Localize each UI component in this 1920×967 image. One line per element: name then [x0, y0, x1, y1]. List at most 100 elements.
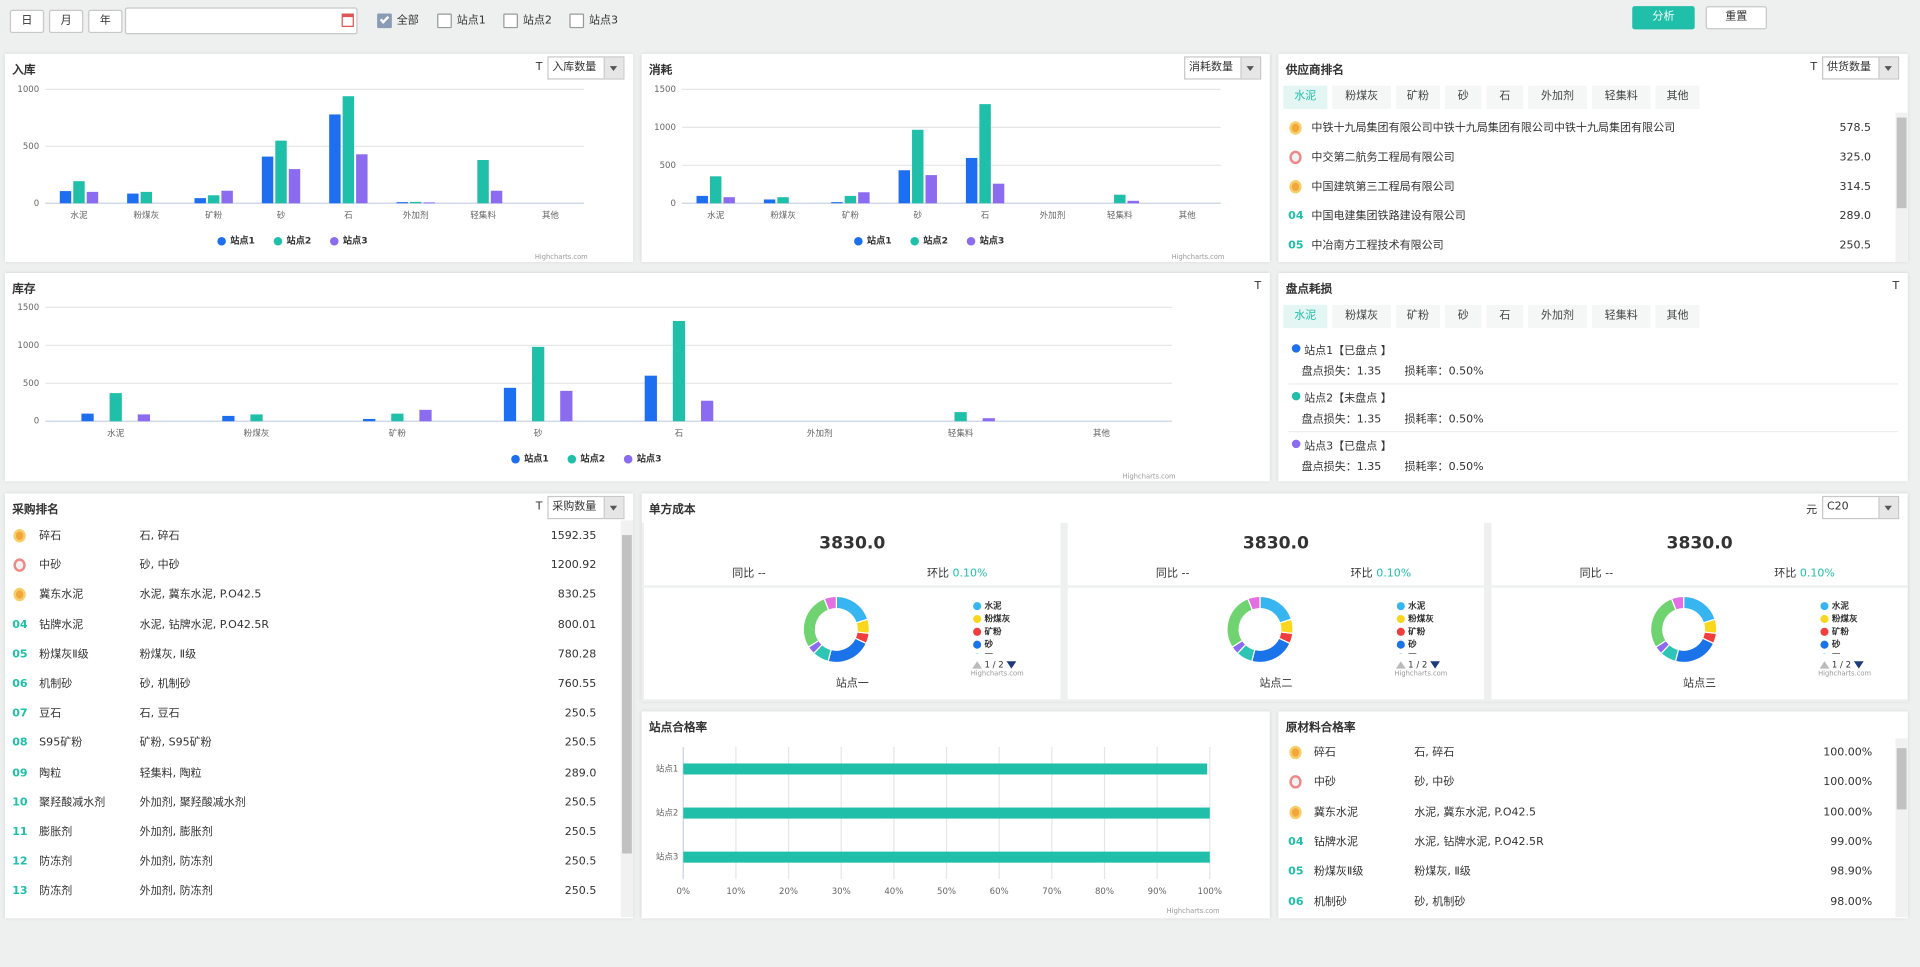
y-tick-label: 500: [23, 379, 39, 389]
row-spec: 外加剂, 防冻剂: [139, 856, 213, 869]
bar: [423, 202, 435, 204]
material-tab[interactable]: 轻集料: [1591, 304, 1651, 329]
legend-marker: [1397, 679, 1405, 687]
rank-number: 04: [1288, 210, 1304, 223]
material-tab[interactable]: 石: [1486, 304, 1524, 329]
material-tab[interactable]: 水泥: [1283, 304, 1328, 329]
select-arrow: [603, 497, 624, 518]
material-tab[interactable]: 粉煤灰: [1332, 304, 1392, 329]
rank-number: 10: [12, 796, 28, 810]
date-input[interactable]: [124, 7, 358, 35]
material-tab[interactable]: 粉煤灰: [1332, 85, 1392, 109]
table-row: 07 豆石 石, 豆石 250.5: [5, 699, 621, 729]
unit-select[interactable]: C20: [1822, 495, 1900, 520]
legend-marker: [217, 236, 226, 246]
separator: [1491, 585, 1908, 588]
material-tab[interactable]: 砂: [1444, 304, 1482, 329]
material-tab[interactable]: 外加剂: [1528, 85, 1587, 109]
period-button[interactable]: 年: [88, 9, 123, 34]
loss-line: 盘点损失：1.35: [1302, 458, 1382, 474]
rank-medal: [1289, 121, 1302, 135]
loss-label: 盘点损失：: [1301, 413, 1357, 427]
y-tick-label: 500: [23, 142, 39, 152]
material-tab[interactable]: 矿粉: [1395, 85, 1440, 109]
material-tab[interactable]: 矿粉: [1395, 304, 1440, 329]
scrollbar-thumb[interactable]: [1896, 748, 1907, 810]
y-tick-label: 1000: [17, 85, 39, 95]
bar: [137, 414, 150, 422]
material-tab[interactable]: 其他: [1655, 304, 1700, 329]
scrollbar-track[interactable]: [1895, 112, 1908, 263]
site-dot: [1291, 344, 1301, 353]
legend-label: 站点2: [287, 235, 312, 247]
table-row: 冀东水泥 水泥, 冀东水泥, P.O42.5 830.25: [5, 581, 621, 611]
filter-checkbox[interactable]: [377, 13, 392, 29]
site-line: 站点2【未盘点 】: [1304, 389, 1392, 405]
scrollbar-thumb[interactable]: [622, 535, 632, 854]
scrollbar-track[interactable]: [1895, 738, 1908, 918]
pie-slice: [835, 595, 869, 624]
panel-title: 原材料合格率: [1285, 721, 1356, 735]
x-tick-label: 外加剂: [1040, 209, 1066, 221]
loss-value: 1.35: [1356, 461, 1382, 474]
legend-marker: [1399, 653, 1403, 654]
cost-value: 3830.0: [1666, 533, 1733, 554]
unit-select[interactable]: 消耗数量: [1184, 56, 1262, 80]
site-status: 【未盘点 】: [1333, 393, 1392, 406]
row-spec: 砂, 机制砂: [139, 678, 191, 691]
legend-label: 水泥: [1408, 600, 1426, 612]
table-row: 05 粉煤灰Ⅱ级 粉煤灰, Ⅱ级 780.28: [5, 640, 621, 670]
period-button[interactable]: 日: [9, 9, 45, 34]
bar: [363, 418, 376, 422]
legend-label: 站点3: [343, 235, 368, 247]
row-value: 1200.92: [550, 559, 597, 572]
filter-label[interactable]: 全部: [396, 14, 419, 27]
material-tab[interactable]: 轻集料: [1591, 85, 1651, 109]
material-tab[interactable]: 其他: [1655, 85, 1700, 109]
pie-slice: [823, 595, 837, 611]
filter-label[interactable]: 站点1: [456, 14, 486, 27]
material-tab[interactable]: 水泥: [1283, 85, 1328, 109]
filter-checkbox[interactable]: [503, 13, 518, 29]
bar: [954, 412, 967, 422]
legend-marker: [1820, 602, 1829, 611]
row-value: 578.5: [1839, 122, 1872, 135]
x-tick-label: 石: [344, 211, 353, 221]
filter-label[interactable]: 站点2: [522, 14, 552, 27]
filter-checkbox[interactable]: [437, 13, 452, 29]
site-line: 站点1【已盘点 】: [1304, 342, 1392, 357]
unit-select[interactable]: 供货数量: [1822, 56, 1900, 80]
filter-checkbox[interactable]: [569, 13, 585, 29]
unit-select[interactable]: 入库数量: [547, 56, 625, 80]
bar: [261, 156, 274, 204]
analyze-button[interactable]: 分析: [1632, 6, 1695, 30]
unit-select[interactable]: 采购数量: [547, 495, 625, 520]
legend-label: 轻集料: [1832, 677, 1858, 689]
material-tab[interactable]: 砂: [1444, 85, 1482, 109]
table-row: 04 中国电建集团铁路建设有限公司 289.0: [1278, 202, 1895, 231]
scrollbar-track[interactable]: [620, 520, 634, 918]
legend-label: 矿粉: [1832, 625, 1850, 637]
period-button[interactable]: 月: [48, 9, 84, 34]
rank-number: 05: [1288, 866, 1304, 879]
reset-button[interactable]: 重置: [1705, 6, 1767, 30]
table-row: 碎石 石, 碎石 1592.35: [5, 521, 621, 551]
table-row: 05 粉煤灰Ⅱ级 粉煤灰, Ⅱ级 98.90%: [1278, 858, 1895, 888]
material-tab[interactable]: 外加剂: [1528, 304, 1587, 329]
scrollbar-thumb[interactable]: [1896, 117, 1907, 209]
x-tick-label: 轻集料: [1107, 209, 1133, 221]
filter-label[interactable]: 站点3: [588, 14, 619, 27]
pie-slice: [827, 637, 868, 664]
row-value: 289.0: [564, 767, 597, 780]
rank-number: 05: [1288, 240, 1304, 253]
pie-slice: [1650, 597, 1677, 648]
material-tab[interactable]: 石: [1486, 85, 1524, 109]
pie-slice: [802, 597, 830, 648]
x-tick-label: 90%: [1148, 887, 1167, 897]
yoy-value: --: [1181, 568, 1190, 581]
rank-medal: [1289, 805, 1302, 819]
cost-card: 3830.0 同比 -- 环比 0.10% 水泥 粉煤灰 矿粉砂石外加剂 轻集料 其他 1 / …: [644, 522, 1061, 700]
legend-marker: [975, 653, 979, 654]
site-dot: [1291, 391, 1301, 401]
